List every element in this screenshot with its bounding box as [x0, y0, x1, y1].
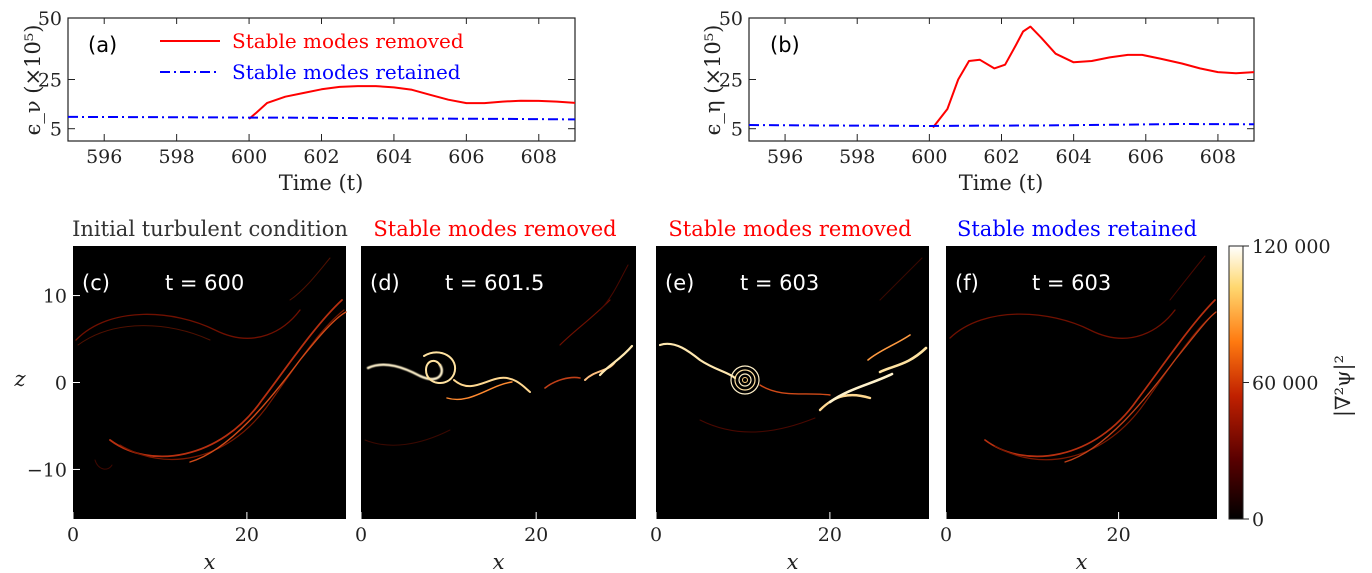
time-label-d: t = 601.5: [445, 271, 544, 295]
x-tick-label-b: 602: [983, 146, 1019, 168]
legend-a: Stable modes removed Stable modes retain…: [160, 29, 464, 84]
x-tick-label-b: 600: [911, 146, 947, 168]
panel-label-a: (a): [88, 33, 117, 57]
series-group-b: [748, 25, 1255, 129]
heatmap-x-axis-label: x: [493, 550, 505, 573]
series-line-b-retained: [748, 123, 1255, 127]
title-f: Stable modes retained: [957, 217, 1197, 241]
x-tick-label-b: 608: [1200, 146, 1236, 168]
x-tick-label-b: 606: [1128, 146, 1164, 168]
heatmap-x-tick-label: 0: [355, 524, 367, 546]
heatmap-field-f: [946, 246, 1217, 519]
legend-label-removed: Stable modes removed: [232, 29, 464, 53]
colorbar-gradient: [1228, 245, 1244, 520]
heatmap-y-tick-label: 10: [43, 286, 67, 308]
colorbar-tick-label: 0: [1252, 509, 1264, 531]
x-tick-label-a: 596: [86, 146, 122, 168]
y-tick-label-b: 25: [719, 70, 743, 92]
colorbar: 120 000 60 000 0 |∇²ψ|²: [1228, 236, 1356, 531]
current-sheets-d: [364, 264, 634, 446]
y-tick-label-a: 25: [38, 70, 62, 92]
colorbar-ticks: 120 000 60 000 0: [1243, 236, 1331, 531]
x-tick-label-a: 598: [159, 146, 195, 168]
heatmap-x-tick-label: 20: [1107, 524, 1131, 546]
time-label-e: t = 603: [740, 271, 819, 295]
heatmap-field-e: [656, 246, 929, 519]
plot-frame-b: [748, 17, 1255, 142]
panel-label-d: (d): [370, 271, 400, 295]
x-tick-label-a: 602: [303, 146, 339, 168]
heatmap-x-tick-label: 20: [524, 524, 548, 546]
series-group-a: [67, 85, 576, 121]
axis-ticks-b: 596 598 600 602 604 606 608 5 25 50: [719, 8, 1254, 168]
y-tick-label-a: 50: [38, 8, 62, 30]
title-e: Stable modes removed: [668, 217, 911, 241]
heatmap-x-tick-label: 20: [235, 524, 259, 546]
series-line-a-removed: [248, 85, 576, 120]
x-axis-label-b: Time (t): [959, 171, 1044, 195]
heatmap-field-d: [361, 246, 636, 519]
y-tick-label-b: 5: [731, 119, 743, 141]
line-chart-a: 596 598 600 602 604 606 608 5 25 50 (a) ϵ_ν (×10⁵…: [21, 8, 576, 195]
current-sheets-e: [658, 257, 928, 433]
y-tick-label-b: 50: [719, 8, 743, 30]
panel-label-b: (b): [770, 33, 800, 57]
heatmap-x-tick-label: 0: [650, 524, 662, 546]
y-axis-label-b: ϵ_η (×10⁵): [701, 25, 725, 136]
x-tick-label-b: 596: [767, 146, 803, 168]
panel-label-e: (e): [665, 271, 694, 295]
x-tick-label-b: 598: [839, 146, 875, 168]
heatmap-x-axis-label: x: [1076, 550, 1088, 573]
heatmap-panel-e: (e) t = 603: [656, 246, 929, 519]
title-d: Stable modes removed: [373, 217, 616, 241]
colorbar-tick-label: 60 000: [1252, 373, 1318, 395]
current-sheets-f: [949, 255, 1217, 463]
heatmap-y-tick-label: −10: [27, 459, 67, 481]
legend-label-retained: Stable modes retained: [232, 60, 461, 84]
line-chart-b: 596 598 600 602 604 606 608 5 25 50 (b) ϵ_η (×10⁵…: [701, 8, 1255, 195]
time-label-f: t = 603: [1032, 271, 1111, 295]
current-sheets-c: [75, 257, 347, 470]
panel-label-c: (c): [82, 271, 110, 295]
y-axis-label-a: ϵ_ν (×10⁵): [21, 25, 45, 136]
heatmap-panel-c: (c) t = 600: [73, 246, 347, 519]
x-tick-label-a: 606: [448, 146, 484, 168]
heatmap-x-tick-label: 20: [818, 524, 842, 546]
x-tick-label-a: 608: [521, 146, 557, 168]
x-axis-label-a: Time (t): [279, 171, 364, 195]
x-tick-label-b: 604: [1056, 146, 1092, 168]
heatmap-x-axis-label: x: [787, 550, 799, 573]
colorbar-tick-label: 120 000: [1252, 236, 1331, 258]
panel-label-f: (f): [955, 271, 979, 295]
title-c: Initial turbulent condition: [72, 217, 348, 241]
series-line-b-removed: [932, 25, 1255, 129]
x-tick-label-a: 604: [376, 146, 412, 168]
axis-ticks-a: 596 598 600 602 604 606 608 5 25 50: [38, 8, 575, 168]
heatmap-axes: 0 20 x 10 0 −10 0 20 x 0 20 x 0 20 x: [27, 286, 1131, 573]
y-axis-label-heatmap: z: [13, 367, 26, 391]
heatmap-panel-f: (f) t = 603: [946, 246, 1217, 519]
y-tick-label-a: 5: [50, 119, 62, 141]
colorbar-label: |∇²ψ|²: [1331, 355, 1356, 417]
heatmap-panel-d: (d) t = 601.5: [361, 246, 636, 519]
heatmap-x-tick-label: 0: [940, 524, 952, 546]
series-line-a-retained: [67, 115, 576, 121]
heatmap-x-tick-label: 0: [67, 524, 79, 546]
heatmap-y-tick-label: 0: [55, 373, 67, 395]
x-tick-label-a: 600: [231, 146, 267, 168]
time-label-c: t = 600: [165, 271, 244, 295]
heatmap-x-axis-label: x: [204, 550, 216, 573]
